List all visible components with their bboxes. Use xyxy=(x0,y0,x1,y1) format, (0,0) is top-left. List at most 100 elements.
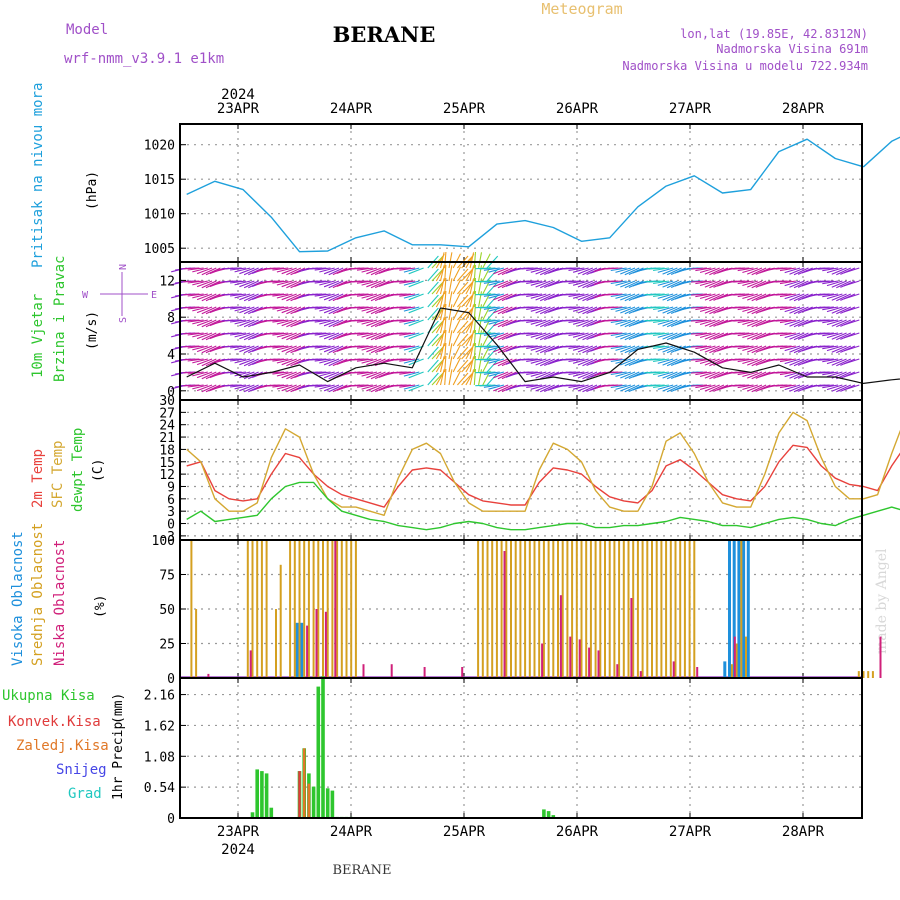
cloud-bar xyxy=(293,540,296,678)
wind-arrow xyxy=(610,384,627,389)
wind-arrow xyxy=(826,280,843,287)
wind-arrow xyxy=(201,371,217,380)
cloud-bar xyxy=(256,540,259,678)
wind-arrow xyxy=(225,345,242,348)
wind-arrow xyxy=(361,319,378,325)
wind-arrow xyxy=(205,332,221,341)
wind-ylabel-1: 10m Vjetar xyxy=(30,294,46,378)
wind-arrow xyxy=(332,319,348,328)
wind-arrow xyxy=(272,345,289,349)
y-tick-label: 0.54 xyxy=(144,781,175,796)
wind-arrow xyxy=(666,371,682,380)
wind-arrow xyxy=(461,346,473,360)
wind-arrow xyxy=(314,371,331,375)
wind-arrow xyxy=(521,293,538,296)
clouds-unit: (%) xyxy=(93,595,108,618)
wind-barbs xyxy=(171,251,860,393)
wind-arrow xyxy=(328,319,344,328)
wind-arrow xyxy=(657,293,674,299)
cloud-bar xyxy=(315,609,318,678)
day-labels-top: 23APR 24APR 25APR 26APR 27APR 28APR xyxy=(217,101,825,117)
wind-arrow xyxy=(526,319,543,323)
cloud-bar xyxy=(533,540,536,678)
cloud-bar xyxy=(728,540,731,678)
wind-arrow xyxy=(779,332,796,337)
wind-arrow xyxy=(779,306,796,311)
high-cloud-ylabel: Visoka Oblacnost xyxy=(10,531,26,666)
wind-arrow xyxy=(733,293,750,296)
wind-arrow xyxy=(620,384,636,392)
cloud-bar xyxy=(423,667,426,678)
wind-arrow xyxy=(234,306,251,312)
wind-arrow xyxy=(469,330,475,347)
wind-arrow xyxy=(452,370,461,386)
wind-arrow xyxy=(356,319,373,323)
wind-arrow xyxy=(784,345,801,352)
wind-arrow xyxy=(822,345,839,350)
wind-arrow xyxy=(539,358,555,367)
cloud-bar xyxy=(552,540,555,678)
wind-arrow xyxy=(733,345,750,348)
cloud-bar xyxy=(541,643,544,678)
wind-arrow xyxy=(843,371,860,378)
wind-arrow xyxy=(469,278,475,295)
wind-arrow xyxy=(374,371,390,380)
cloud-bar xyxy=(275,609,277,678)
wind-arrow xyxy=(196,384,213,392)
wind-arrow xyxy=(187,280,204,284)
wind-arrow xyxy=(243,384,259,393)
wind-arrow xyxy=(239,384,255,392)
wind-arrow xyxy=(817,293,834,296)
wind-arrow xyxy=(248,293,264,302)
wind-arrow xyxy=(239,332,255,340)
wind-arrow xyxy=(572,319,589,325)
cloud-bar xyxy=(491,540,494,678)
wind-arrow xyxy=(427,346,439,360)
wind-arrow xyxy=(577,358,594,366)
y-tick-label: 1010 xyxy=(144,208,175,223)
wind-arrow xyxy=(624,306,640,315)
wind-arrow xyxy=(399,293,416,297)
wind-arrow xyxy=(568,306,585,310)
wind-arrow xyxy=(483,306,500,310)
wind-arrow xyxy=(526,332,543,336)
wind-arrow xyxy=(448,291,453,308)
wind-arrow xyxy=(793,267,809,276)
cloud-bar xyxy=(585,540,588,678)
wind-arrow xyxy=(486,372,499,386)
wind-arrow xyxy=(374,306,390,315)
cloud-bar xyxy=(542,540,545,678)
wind-arrow xyxy=(473,342,477,360)
wind-arrow xyxy=(704,384,720,392)
y-tick-label: 30 xyxy=(159,394,175,409)
wind-arrow xyxy=(286,319,302,328)
wind-arrow xyxy=(488,293,505,299)
wind-arrow xyxy=(239,293,255,301)
cloud-bar xyxy=(340,540,343,678)
y-tick-label: 3 xyxy=(167,505,175,520)
wind-arrow xyxy=(276,319,293,325)
wind-arrow xyxy=(831,384,847,392)
cloud-bar xyxy=(575,540,578,678)
model-value: wrf-nmm_v3.9.1 e1km xyxy=(64,51,224,67)
wind-arrow xyxy=(239,319,255,327)
wind-arrow xyxy=(657,267,674,273)
wind-arrow xyxy=(737,384,754,389)
wind-arrow xyxy=(662,332,678,340)
wind-arrow xyxy=(352,384,369,387)
wind-arrow xyxy=(483,319,500,323)
cloud-bar xyxy=(207,673,210,678)
cloud-bar xyxy=(246,540,249,678)
wind-arrow xyxy=(577,306,594,314)
wind-arrow xyxy=(234,345,251,351)
wind-arrow xyxy=(234,384,251,390)
wind-arrow xyxy=(469,252,475,269)
day-label-top: 23APR xyxy=(217,101,260,117)
wind-arrow xyxy=(822,371,839,376)
wind-arrow xyxy=(394,371,411,374)
wind-arrow xyxy=(276,345,293,351)
low-cloud-ylabel: Niska Oblacnost xyxy=(52,540,68,666)
wind-arrow xyxy=(648,267,665,270)
wind-arrow xyxy=(276,371,293,377)
